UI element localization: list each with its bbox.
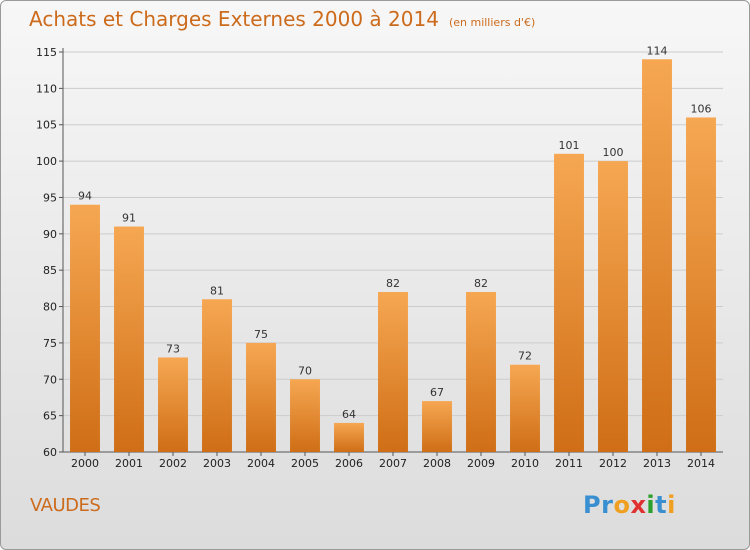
y-tick-label: 90: [43, 228, 57, 241]
bar: [422, 401, 452, 452]
data-label: 91: [122, 212, 136, 225]
bar: [554, 153, 584, 452]
data-label: 73: [166, 342, 180, 355]
bar: [378, 292, 408, 452]
x-tick-label: 2003: [203, 457, 231, 470]
bar: [290, 379, 320, 452]
bar: [202, 299, 232, 452]
bar: [70, 204, 100, 452]
bar: [114, 226, 144, 452]
bar: [686, 117, 716, 453]
x-tick-label: 2002: [159, 457, 187, 470]
y-tick-label: 75: [43, 337, 57, 350]
data-label: 72: [518, 350, 532, 363]
brand-letter: P: [583, 491, 602, 519]
x-tick-label: 2001: [115, 457, 143, 470]
y-tick-label: 100: [36, 155, 57, 168]
brand-letter: o: [613, 491, 631, 519]
x-tick-label: 2012: [599, 457, 627, 470]
x-tick-label: 2010: [511, 457, 539, 470]
x-tick-label: 2011: [555, 457, 583, 470]
y-tick-label: 115: [36, 46, 57, 59]
data-label: 106: [691, 102, 712, 115]
data-label: 101: [559, 139, 580, 152]
brand-logo: Proxiti: [583, 491, 676, 519]
y-tick-label: 85: [43, 264, 57, 277]
y-tick-label: 60: [43, 446, 57, 459]
data-label: 64: [342, 408, 356, 421]
bar: [642, 59, 672, 452]
data-label: 114: [647, 44, 668, 57]
commune-name: VAUDES: [30, 495, 101, 516]
bar: [598, 161, 628, 452]
y-tick-label: 80: [43, 301, 57, 314]
x-tick-label: 2004: [247, 457, 275, 470]
data-label: 82: [474, 277, 488, 290]
x-tick-label: 2014: [687, 457, 715, 470]
x-tick-label: 2009: [467, 457, 495, 470]
chart-title-text: Achats et Charges Externes 2000 à 2014: [29, 7, 439, 31]
bar: [466, 292, 496, 452]
data-label: 67: [430, 386, 444, 399]
y-tick-label: 65: [43, 410, 57, 423]
y-tick-label: 110: [36, 82, 57, 95]
data-label: 82: [386, 277, 400, 290]
bar: [334, 422, 364, 452]
x-tick-label: 2013: [643, 457, 671, 470]
brand-letter: t: [655, 491, 668, 519]
brand-letter: x: [630, 491, 647, 519]
y-tick-label: 95: [43, 191, 57, 204]
data-label: 81: [210, 284, 224, 297]
x-tick-label: 2005: [291, 457, 319, 470]
data-label: 100: [603, 146, 624, 159]
bars: [70, 59, 716, 453]
bar: [246, 342, 276, 452]
chart-unit: (en milliers d'€): [448, 16, 536, 29]
brand-letter: r: [601, 491, 614, 519]
brand-letter: i: [646, 491, 656, 519]
y-tick-label: 105: [36, 119, 57, 132]
x-tick-label: 2008: [423, 457, 451, 470]
brand-letter: i: [667, 491, 676, 519]
data-label: 94: [78, 190, 92, 203]
x-tick-label: 2006: [335, 457, 363, 470]
x-tick-label: 2000: [71, 457, 99, 470]
bar: [158, 357, 188, 452]
chart-title: Achats et Charges Externes 2000 à 2014 (e…: [29, 7, 535, 31]
y-tick-label: 70: [43, 373, 57, 386]
data-label: 70: [298, 364, 312, 377]
bar: [510, 364, 540, 452]
labels: 94 91 73 81 75 70 64 82 67 82 72 101 100 114 106: [78, 44, 712, 421]
data-label: 75: [254, 328, 268, 341]
x-tick-label: 2007: [379, 457, 407, 470]
